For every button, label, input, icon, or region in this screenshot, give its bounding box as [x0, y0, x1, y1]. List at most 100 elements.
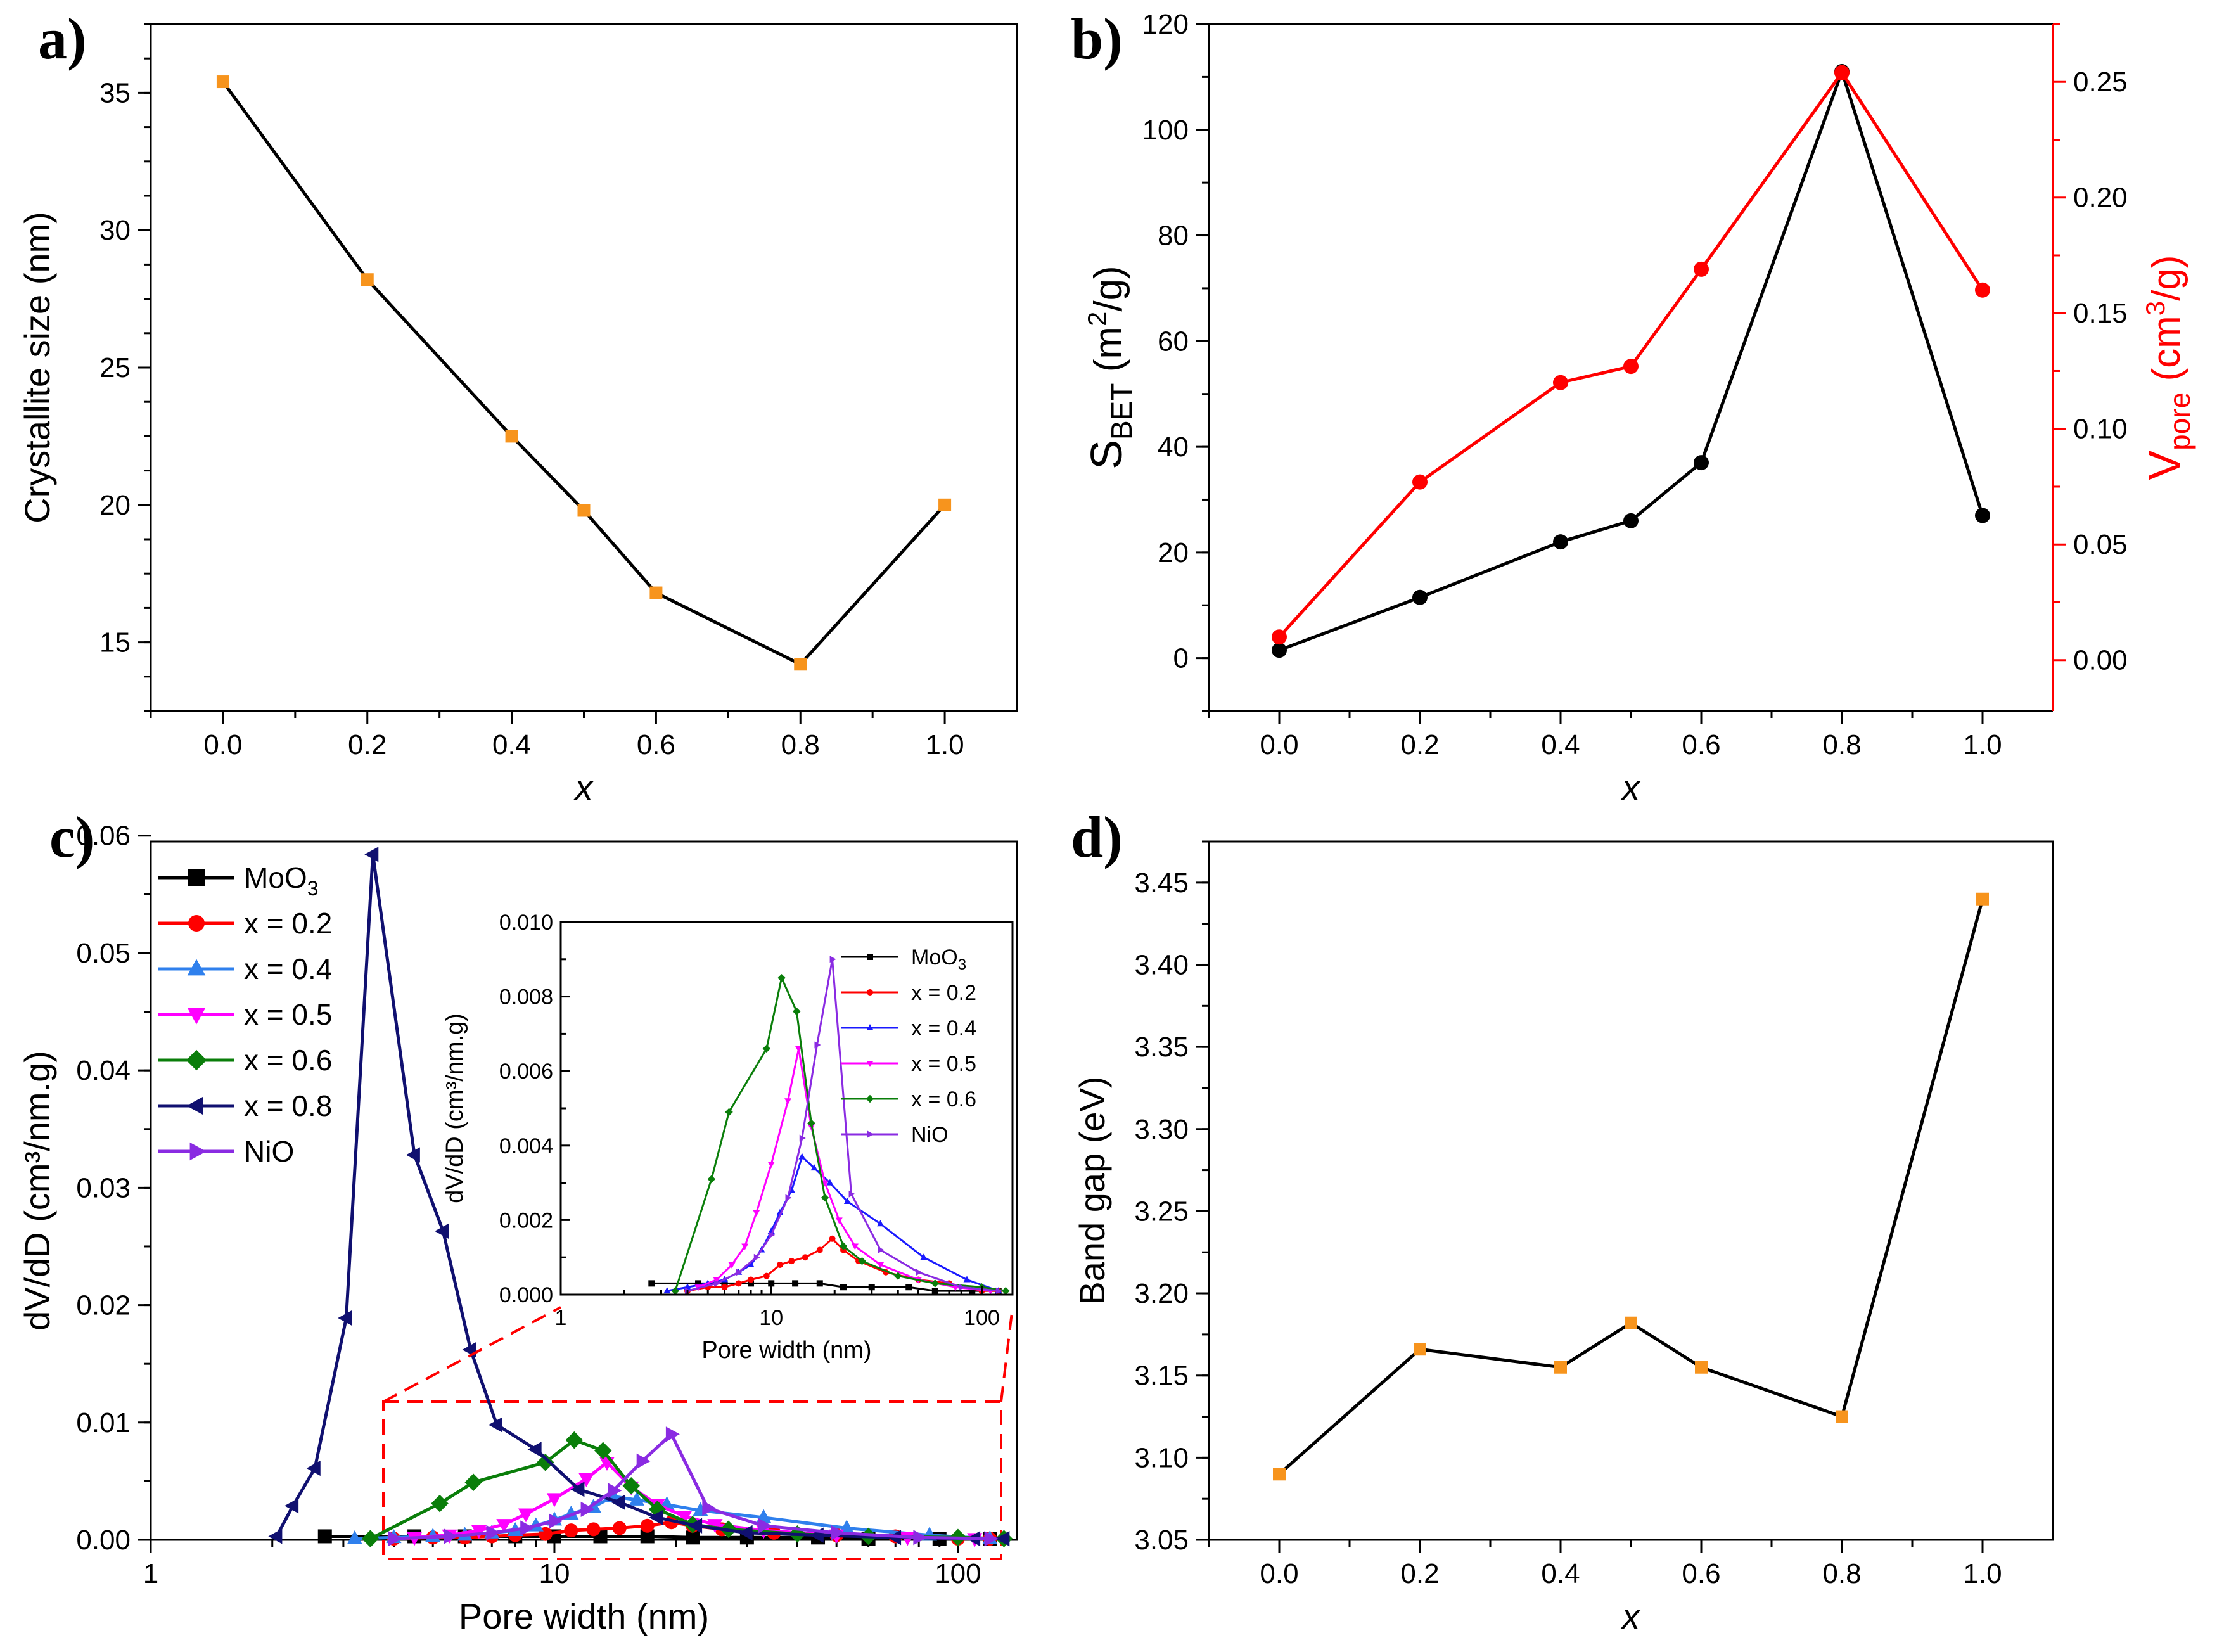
- y-tick-label: 0.03: [76, 1172, 131, 1203]
- x-tick-label: 0.2: [348, 729, 387, 760]
- y-tick-label: 0: [1173, 643, 1189, 674]
- x-tick-label: 0.2: [1400, 1558, 1439, 1589]
- data-point: [471, 1525, 487, 1539]
- data-point: [586, 1522, 601, 1537]
- data-point: [317, 1529, 332, 1544]
- panel-b-surface-area-pore-volume: 0.0 0.2 0.4 0.6 0.8 1.0 0 20 40 60 80 100 120 0.00 0.0…: [1082, 9, 2196, 807]
- data-point: [984, 1531, 999, 1547]
- inset-data-point: [707, 1175, 716, 1183]
- legend-label: x = 0.2: [244, 907, 332, 940]
- inset-data-point: [776, 1261, 783, 1268]
- axis-title-part: 3: [2140, 301, 2170, 316]
- inset-data-point: [721, 1280, 728, 1287]
- inset-data-point: [829, 956, 836, 963]
- panel-label-a: a): [38, 6, 87, 71]
- inset-y-tick-label: 0.008: [499, 985, 553, 1009]
- inset-data-point: [816, 1246, 823, 1253]
- inset-legend-marker: [867, 954, 873, 960]
- y-tick-label: 3.35: [1134, 1032, 1189, 1063]
- data-point: [1976, 892, 1989, 906]
- inset-legend-label: x = 0.4: [911, 1016, 976, 1041]
- data-point: [1975, 508, 1990, 523]
- inset-data-point: [878, 1246, 885, 1253]
- inset-x-axis-title: Pore width (nm): [701, 1337, 871, 1364]
- inset-data-point: [821, 1193, 829, 1202]
- inset-data-point: [721, 1284, 728, 1291]
- inset-data-point: [768, 1280, 775, 1287]
- inset-legend-marker: [866, 1094, 874, 1103]
- axis-title-part: (m: [1087, 326, 1130, 383]
- inset-data-point: [814, 1041, 821, 1049]
- x-tick-label: 0.4: [1541, 729, 1580, 760]
- inset-data-point: [748, 1276, 755, 1283]
- data-point: [520, 1520, 535, 1536]
- inset-data-point: [713, 1279, 720, 1287]
- inset-data-point: [648, 1280, 655, 1287]
- data-point: [702, 1500, 717, 1516]
- data-point: [995, 1531, 1010, 1547]
- legend-marker: [189, 1142, 207, 1161]
- data-point: [1625, 1316, 1637, 1329]
- y2-axis-title: Vpore (cm3/g): [2140, 255, 2196, 480]
- inset-data-point: [858, 1257, 866, 1265]
- y2-tick-label: 0.25: [2073, 67, 2128, 98]
- inset-data-point: [848, 1190, 855, 1198]
- legend-marker: [187, 959, 206, 976]
- data-point: [549, 1513, 563, 1529]
- axis-title-part: S: [1082, 440, 1131, 470]
- x-axis-title: x: [1620, 767, 1641, 807]
- data-point: [444, 1528, 458, 1544]
- data-point: [611, 1494, 625, 1510]
- inset-legend-label: x = 0.2: [911, 981, 976, 1005]
- y-axis-title: dV/dD (cm³/nm.g): [17, 1051, 57, 1331]
- x-tick-label: 0.4: [492, 729, 531, 760]
- inset-data-point: [735, 1280, 742, 1287]
- y-axis-title: Crystallite size (nm): [17, 212, 57, 523]
- data-point: [527, 1442, 542, 1457]
- x-axis-title: Pore width (nm): [459, 1596, 709, 1636]
- y-axis-title: Band gap (eV): [1072, 1076, 1112, 1305]
- x-tick-label: 0.0: [1260, 729, 1298, 760]
- inset-data-point: [840, 1284, 847, 1291]
- data-point: [284, 1498, 299, 1514]
- data-point: [1694, 455, 1709, 471]
- plot-frame: [150, 840, 1018, 1541]
- inset-data-point: [713, 1277, 720, 1284]
- inset-legend-subscript: 3: [958, 956, 966, 973]
- y-tick-label: 3.15: [1134, 1361, 1189, 1392]
- data-point: [577, 504, 591, 517]
- inset-y-tick-label: 0.002: [499, 1208, 553, 1233]
- y-tick-label: 3.10: [1134, 1442, 1189, 1473]
- data-point: [612, 1521, 627, 1535]
- data-point: [738, 1525, 753, 1540]
- panel-a-crystallite-size: 0.0 0.2 0.4 0.6 0.8 1.0 15 20 25 30 35 x Crystallite…: [17, 23, 1018, 807]
- inset-data-point: [795, 1046, 803, 1053]
- data-point: [1412, 589, 1428, 605]
- legend-label: MoO3: [244, 861, 318, 900]
- inset-data-point: [799, 1134, 806, 1142]
- x-tick-label: 1.0: [1963, 729, 2002, 760]
- y-tick-label: 15: [99, 627, 131, 658]
- inset-data-point: [777, 973, 786, 982]
- x-tick-label: 1: [143, 1558, 158, 1589]
- inset-data-point: [916, 1269, 923, 1276]
- y-tick-label: 20: [1158, 537, 1189, 568]
- data-point: [1272, 643, 1287, 658]
- inset-data-point: [695, 1280, 702, 1287]
- legend-label: x = 0.5: [244, 998, 332, 1031]
- axis-title-part: BET: [1105, 383, 1138, 440]
- y-tick-label: 35: [99, 77, 131, 108]
- series-line: [221, 80, 946, 667]
- y-tick-label: 25: [99, 352, 131, 383]
- panel-d-band-gap: 0.0 0.2 0.4 0.6 0.8 1.0 3.05 3.10 3.15 3.20 3.25 3.…: [1072, 840, 2054, 1636]
- x-tick-label: 1.0: [1963, 1558, 2002, 1589]
- x-tick-label: 100: [935, 1558, 981, 1589]
- x-tick-label: 0.6: [1682, 729, 1720, 760]
- data-point: [486, 1525, 501, 1540]
- y-axis-title: SBET (m2/g): [1082, 266, 1138, 469]
- data-point: [347, 1530, 362, 1544]
- panel-label-d: d): [1071, 805, 1123, 869]
- data-point: [1694, 261, 1709, 277]
- plot-frame: [150, 23, 1018, 712]
